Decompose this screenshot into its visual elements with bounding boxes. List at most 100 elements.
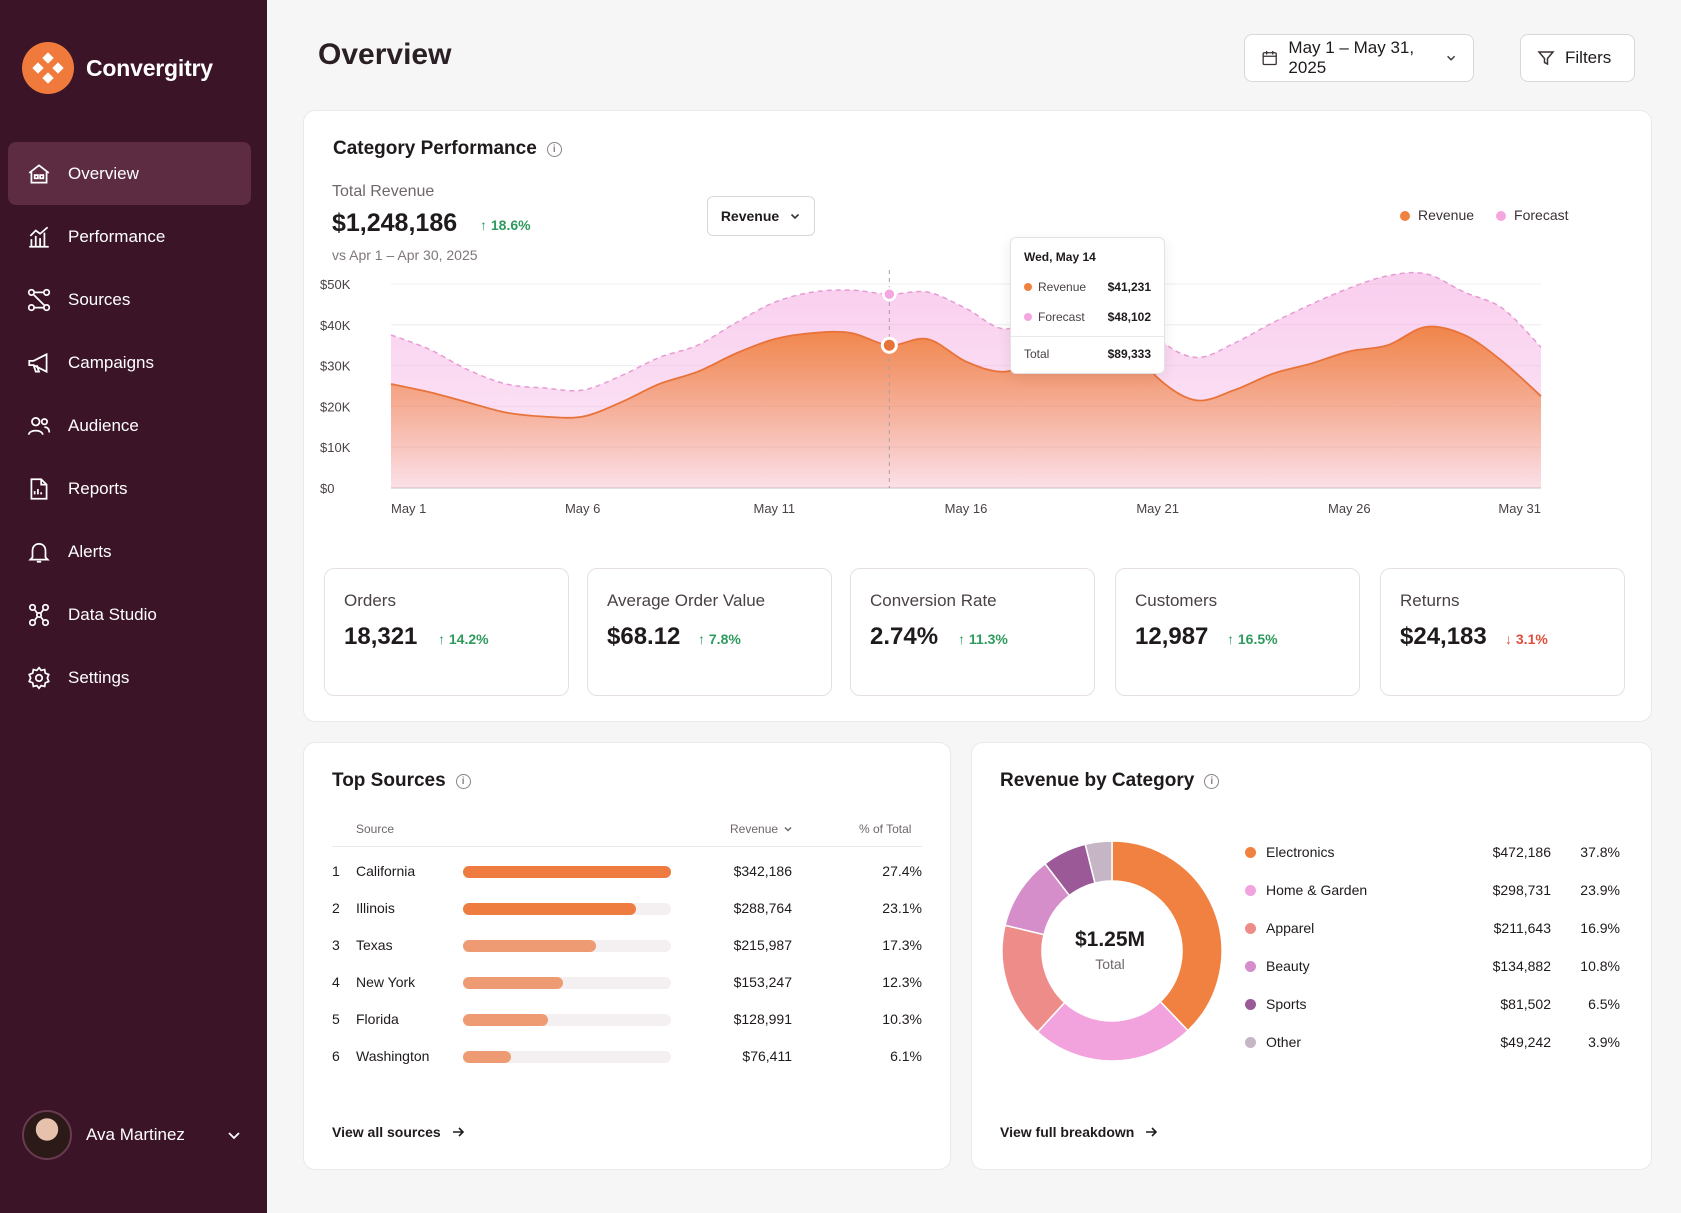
chart-legend: Revenue Forecast [1400,207,1569,223]
kpi-value: 18,321 [344,623,418,650]
sidebar-item-alerts[interactable]: Alerts [8,520,251,583]
sidebar-item-performance[interactable]: Performance [8,205,251,268]
donut-slice[interactable] [1036,1000,1189,1062]
sidebar-item-overview[interactable]: Overview [8,142,251,205]
category-pct: 6.5% [1588,996,1620,1012]
filter-icon [1537,51,1555,66]
tooltip-row-revenue: Revenue $41,231 [1024,280,1151,294]
row-pct: 23.1% [882,900,922,916]
category-pct: 23.9% [1580,882,1620,898]
bell-icon [28,542,50,563]
tooltip-row-total: Total $89,333 [1024,347,1151,361]
brand[interactable]: Convergitry [22,42,213,94]
view-full-breakdown-link[interactable]: View full breakdown [1000,1124,1158,1140]
category-row[interactable]: Sports $81,502 6.5% [1245,994,1620,1016]
row-bar-track [463,866,671,878]
data-studio-icon [28,603,50,626]
sidebar-item-reports[interactable]: Reports [8,457,251,520]
app-name: Convergitry [86,54,213,81]
table-row[interactable]: 5 Florida $128,991 10.3% [332,1008,922,1032]
kpi-value: $24,183 [1400,623,1487,650]
user-menu[interactable]: Ava Martinez [22,1110,242,1160]
sidebar-item-label: Overview [68,163,139,183]
sidebar-item-audience[interactable]: Audience [8,394,251,457]
kpi-card-orders[interactable]: Orders 18,321 ↑ 14.2% [324,568,569,696]
table-row[interactable]: 6 Washington $76,411 6.1% [332,1045,922,1069]
category-row[interactable]: Other $49,242 3.9% [1245,1032,1620,1054]
table-row[interactable]: 1 California $342,186 27.4% [332,860,922,884]
kpi-value: $68.12 [607,623,681,650]
category-row[interactable]: Home & Garden $298,731 23.9% [1245,880,1620,902]
table-row[interactable]: 3 Texas $215,987 17.3% [332,934,922,958]
date-range-picker[interactable]: May 1 – May 31, 2025 [1244,34,1474,82]
kpi-label: Returns [1400,591,1460,610]
view-all-sources-link[interactable]: View all sources [332,1124,465,1140]
page-title: Overview [318,38,452,71]
sidebar-item-data-studio[interactable]: Data Studio [8,583,251,646]
sidebar-item-campaigns[interactable]: Campaigns [8,331,251,394]
category-amount: $472,186 [1492,844,1551,860]
legend-item-revenue[interactable]: Revenue [1400,207,1474,223]
revenue-hover-point [880,336,898,354]
category-color-dot [1245,923,1256,934]
document-icon [30,477,48,500]
row-rank: 3 [332,937,340,953]
donut-slice[interactable] [1111,840,1223,1032]
kpi-label: Orders [344,591,396,610]
kpi-change: ↑ 14.2% [438,631,489,647]
category-row[interactable]: Electronics $472,186 37.8% [1245,842,1620,864]
y-tick-label: $0 [320,481,334,496]
info-icon[interactable]: i [546,141,562,157]
kpi-card-customers[interactable]: Customers 12,987 ↑ 16.5% [1115,568,1360,696]
tooltip-value: $89,333 [1107,347,1151,361]
date-range-label: May 1 – May 31, 2025 [1288,38,1415,77]
category-color-dot [1245,961,1256,972]
metric-select[interactable]: Revenue [707,196,815,236]
chevron-down-icon [791,213,800,220]
revenue-area [391,326,1541,488]
row-revenue: $288,764 [733,900,792,916]
kpi-card-returns[interactable]: Returns $24,183 ↓ 3.1% [1380,568,1625,696]
sidebar-item-settings[interactable]: Settings [8,646,251,709]
metric-select-value: Revenue [720,208,780,224]
table-row[interactable]: 2 Illinois $288,764 23.1% [332,897,922,921]
row-revenue: $215,987 [733,937,792,953]
sidebar-item-label: Settings [68,667,130,687]
filters-button[interactable]: Filters [1520,34,1635,82]
tooltip-divider [1011,336,1164,337]
tooltip-value: $48,102 [1107,310,1151,324]
donut-slice[interactable] [1084,840,1113,885]
card-title-text: Top Sources [332,770,446,791]
bar-chart-icon [29,226,49,248]
category-name: Sports [1266,996,1307,1012]
revenue-line [390,325,1542,419]
row-rank: 1 [332,863,340,879]
calendar-icon [1262,51,1277,66]
info-icon[interactable]: i [455,773,471,789]
sidebar-item-sources[interactable]: Sources [8,268,251,331]
legend-item-forecast[interactable]: Forecast [1496,207,1569,223]
column-header-revenue[interactable]: Revenue [730,822,793,836]
x-tick-label: May 1 [391,501,426,516]
kpi-card-conversion[interactable]: Conversion Rate 2.74% ↑ 11.3% [850,568,1095,696]
gear-icon [28,665,50,690]
user-name: Ava Martinez [86,1125,185,1144]
filters-label: Filters [1565,48,1612,67]
tooltip-row-forecast: Forecast $48,102 [1024,310,1151,324]
column-header-pct[interactable]: % of Total [859,822,912,836]
table-row[interactable]: 4 New York $153,247 12.3% [332,971,922,995]
donut-center-label: Total [1095,956,1125,972]
info-icon[interactable]: i [1204,773,1220,789]
link-label: View all sources [332,1124,441,1140]
sidebar-item-label: Reports [68,478,128,498]
column-header-source[interactable]: Source [356,822,395,836]
legend-dot [1400,211,1410,221]
kpi-card-aov[interactable]: Average Order Value $68.12 ↑ 7.8% [587,568,832,696]
y-tick-label: $30K [320,359,351,374]
category-row[interactable]: Apparel $211,643 16.9% [1245,918,1620,940]
row-pct: 17.3% [882,937,922,953]
row-bar-track [463,1051,671,1063]
category-row[interactable]: Beauty $134,882 10.8% [1245,956,1620,978]
top-sources-title: Top Sources i [332,770,471,792]
row-source-name: Texas [356,937,393,953]
